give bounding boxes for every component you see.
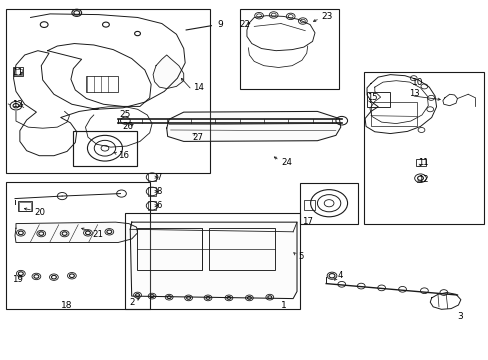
Bar xyxy=(136,228,202,270)
Text: 20: 20 xyxy=(34,208,45,217)
Polygon shape xyxy=(153,55,183,89)
Text: 2: 2 xyxy=(129,298,135,307)
Text: 26: 26 xyxy=(122,122,133,131)
Text: 3: 3 xyxy=(457,312,462,321)
Text: 10: 10 xyxy=(411,78,423,87)
Text: 18: 18 xyxy=(61,301,73,310)
Bar xyxy=(19,202,32,211)
Text: 14: 14 xyxy=(193,83,204,92)
Text: 25: 25 xyxy=(119,111,130,120)
Bar xyxy=(366,93,389,107)
Polygon shape xyxy=(130,222,296,298)
Text: 16: 16 xyxy=(118,151,129,160)
Bar xyxy=(363,72,483,224)
Bar xyxy=(14,68,22,75)
Bar xyxy=(20,202,31,211)
Bar xyxy=(148,202,156,210)
Bar xyxy=(73,131,136,166)
Text: 8: 8 xyxy=(156,187,161,196)
Polygon shape xyxy=(166,111,340,141)
Text: 23: 23 xyxy=(321,12,332,21)
Text: 27: 27 xyxy=(192,133,203,142)
Bar xyxy=(148,173,156,181)
Text: 22: 22 xyxy=(239,20,250,29)
Text: 7: 7 xyxy=(156,173,161,182)
Text: 4: 4 xyxy=(337,271,343,280)
Text: 1: 1 xyxy=(281,301,286,310)
Text: 15: 15 xyxy=(366,93,377,102)
Text: 11: 11 xyxy=(12,68,23,77)
Text: 12: 12 xyxy=(12,100,23,109)
Text: 17: 17 xyxy=(301,217,312,226)
Text: 11: 11 xyxy=(418,158,428,167)
Bar xyxy=(370,103,416,126)
Bar xyxy=(148,187,156,196)
Text: 6: 6 xyxy=(156,201,161,210)
Text: 19: 19 xyxy=(12,275,23,284)
Bar xyxy=(304,200,314,210)
Bar xyxy=(125,213,300,309)
Bar xyxy=(415,159,426,166)
Bar xyxy=(13,67,23,76)
Text: 5: 5 xyxy=(297,252,303,261)
Text: 13: 13 xyxy=(408,89,419,98)
Text: 21: 21 xyxy=(93,230,103,239)
Text: 12: 12 xyxy=(418,175,428,184)
Bar xyxy=(6,9,210,173)
Text: 9: 9 xyxy=(217,20,223,29)
Text: 24: 24 xyxy=(281,158,291,167)
Bar xyxy=(209,228,275,270)
Bar xyxy=(300,183,357,224)
Bar xyxy=(239,9,339,89)
Bar xyxy=(86,76,118,93)
Bar xyxy=(6,182,149,309)
Polygon shape xyxy=(15,222,137,243)
